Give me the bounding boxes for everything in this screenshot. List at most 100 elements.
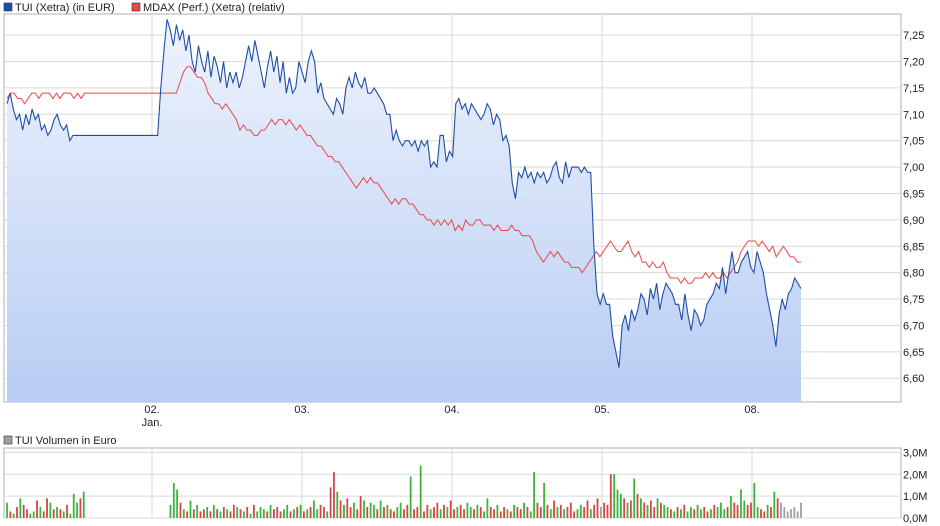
main-x-tick-label: 02.	[144, 404, 159, 416]
volume-bar	[616, 489, 619, 518]
volume-bar	[49, 502, 52, 518]
volume-bar	[690, 507, 692, 518]
volume-bar	[583, 507, 586, 518]
volume-bar	[506, 509, 509, 518]
volume-bar	[256, 511, 259, 518]
volume-bar	[179, 502, 182, 518]
volume-bar	[406, 504, 409, 519]
volume-bar	[12, 513, 15, 519]
volume-bar	[359, 496, 362, 519]
volume-bar	[59, 509, 62, 518]
volume-bar	[423, 511, 425, 518]
volume-bar	[730, 496, 732, 519]
volume-bar	[316, 509, 319, 518]
volume-bar	[323, 507, 325, 518]
volume-bar	[272, 509, 275, 518]
volume-bar	[206, 507, 209, 518]
volume-bar	[62, 511, 65, 518]
volume-bar	[533, 472, 536, 518]
volume-bar	[353, 502, 355, 518]
volume-bar	[6, 502, 8, 518]
main-y-tick-labels: 7,25 7,20 7,15 7,10 7,05 7,00 6,95 6,90 6,85 6,80…	[903, 30, 924, 385]
volume-bar	[483, 511, 485, 518]
volume-bar	[69, 513, 72, 519]
volume-bar	[463, 509, 465, 518]
volume-bar	[52, 509, 55, 518]
volume-bar	[496, 504, 499, 519]
volume-bar	[766, 504, 769, 519]
volume-bar	[649, 500, 652, 518]
main-y-tick-label: 6,85	[903, 241, 924, 253]
volume-bar	[393, 511, 395, 518]
volume-bar	[202, 509, 205, 518]
volume-bar	[543, 483, 546, 518]
volume-bar	[700, 509, 702, 518]
volume-bar	[383, 507, 385, 518]
volume-bar	[326, 511, 329, 518]
volume-bar	[266, 511, 269, 518]
volume-bar	[599, 507, 602, 518]
volume-bar	[79, 498, 82, 518]
volume-bar	[740, 489, 742, 518]
volume-bar	[763, 511, 766, 518]
volume-bar	[526, 507, 529, 518]
volume-y-tick-label: 3,0M	[903, 447, 927, 459]
volume-bar	[633, 478, 636, 519]
volume-bar	[269, 504, 272, 519]
volume-bar	[646, 504, 649, 519]
volume-bar	[169, 504, 172, 519]
volume-bar	[589, 509, 592, 518]
volume-bar	[196, 504, 199, 519]
volume-bar	[429, 509, 432, 518]
volume-bar	[36, 500, 38, 518]
volume-bar	[39, 507, 42, 518]
volume-bar	[409, 476, 412, 518]
main-y-tick-label: 6,60	[903, 373, 924, 385]
volume-bar	[399, 502, 402, 518]
volume-bar	[219, 511, 222, 518]
volume-bar	[523, 502, 525, 518]
volume-bar	[42, 511, 45, 518]
volume-bar	[519, 509, 522, 518]
volume-bar	[356, 509, 359, 518]
volume-bar	[279, 511, 282, 518]
volume-bar	[513, 504, 515, 519]
volume-y-tick-label: 0,0M	[903, 513, 927, 525]
volume-bar	[349, 507, 352, 518]
volume-bar	[659, 502, 662, 518]
main-y-tick-label: 7,05	[903, 136, 924, 148]
volume-bar	[439, 509, 442, 518]
volume-bar	[346, 498, 349, 518]
volume-bar	[676, 507, 679, 518]
volume-bar	[426, 504, 429, 519]
volume-bar	[680, 509, 682, 518]
volume-bar	[643, 502, 646, 518]
volume-bar	[503, 507, 505, 518]
volume-bar	[419, 465, 422, 518]
main-y-tick-label: 6,80	[903, 268, 924, 280]
volume-bar	[623, 498, 626, 518]
volume-bar	[796, 511, 799, 518]
volume-bar	[720, 502, 722, 518]
main-y-tick-label: 6,70	[903, 320, 924, 332]
volume-bar	[606, 504, 609, 519]
volume-bar	[666, 507, 669, 518]
volume-bar	[416, 507, 419, 518]
main-y-tick-label: 6,95	[903, 188, 924, 200]
volume-bar	[663, 504, 666, 519]
main-y-tick-label: 6,65	[903, 347, 924, 359]
volume-bar	[396, 507, 399, 518]
volume-bar	[566, 507, 569, 518]
volume-bar	[403, 509, 405, 518]
main-x-tick-sublabel: Jan.	[142, 417, 163, 429]
volume-bar	[656, 498, 659, 518]
volume-bar	[46, 498, 48, 518]
volume-bar	[686, 511, 689, 518]
volume-bar	[619, 493, 622, 518]
volume-bar	[29, 513, 32, 519]
volume-bar	[489, 507, 492, 518]
volume-bar	[366, 507, 369, 518]
volume-bar	[736, 504, 739, 519]
volume-bar	[239, 509, 242, 518]
